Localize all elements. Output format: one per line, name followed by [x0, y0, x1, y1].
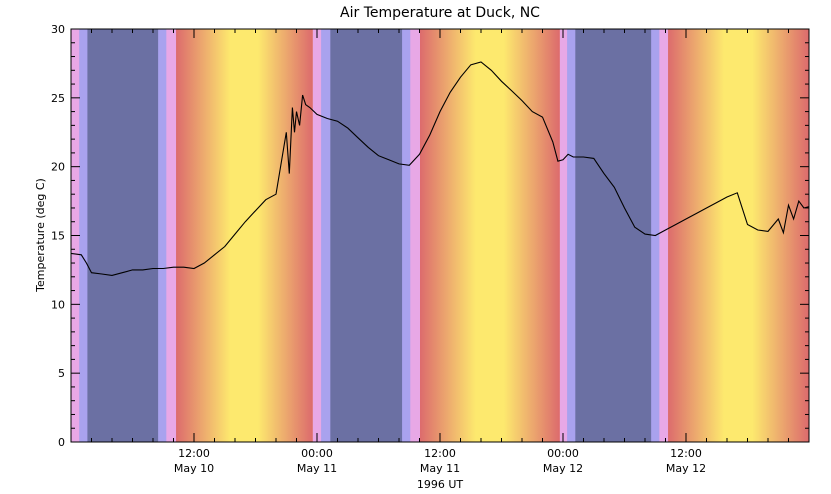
- y-tick-label: 30: [51, 23, 65, 36]
- y-axis: 0 5 10 15 20 25 30: [51, 23, 809, 449]
- y-axis-label: Temperature (deg C): [34, 178, 47, 293]
- day-band: [667, 29, 809, 442]
- night-band: [166, 29, 177, 442]
- y-tick-label: 0: [58, 436, 65, 449]
- day-band: [419, 29, 560, 442]
- y-tick-label: 10: [51, 298, 65, 311]
- x-tick-time-label: 00:00: [547, 447, 579, 460]
- x-tick-time-label: 12:00: [670, 447, 702, 460]
- x-tick-date-label: May 12: [666, 462, 706, 475]
- y-tick-label: 25: [51, 92, 65, 105]
- x-tick-date-label: May 11: [297, 462, 337, 475]
- x-tick-time-label: 12:00: [178, 447, 210, 460]
- night-band: [659, 29, 669, 442]
- day-night-background: [0, 29, 809, 442]
- y-tick-label: 20: [51, 161, 65, 174]
- night-band: [559, 29, 568, 442]
- night-band: [410, 29, 420, 442]
- x-tick-date-label: May 10: [174, 462, 214, 475]
- night-band: [79, 29, 88, 442]
- chart-title: Air Temperature at Duck, NC: [340, 5, 540, 21]
- night-band: [312, 29, 322, 442]
- day-band: [0, 29, 38, 442]
- x-tick-date-label: May 11: [420, 462, 460, 475]
- air-temperature-line: [71, 61, 809, 276]
- night-band: [567, 29, 576, 442]
- night-band: [158, 29, 167, 442]
- night-band: [575, 29, 652, 442]
- x-axis: 12:00 May 10 00:00 May 11 12:00 May 11 00:00 Ma…: [91, 29, 789, 475]
- x-tick-time-label: 00:00: [301, 447, 333, 460]
- day-band: [175, 29, 313, 442]
- night-band: [330, 29, 403, 442]
- y-tick-label: 5: [58, 367, 65, 380]
- night-band: [321, 29, 331, 442]
- night-band: [87, 29, 159, 442]
- x-tick-time-label: 12:00: [424, 447, 456, 460]
- x-tick-date-label: May 12: [543, 462, 583, 475]
- x-axis-label: 1996 UT: [417, 478, 464, 491]
- y-tick-label: 15: [51, 230, 65, 243]
- night-band: [402, 29, 411, 442]
